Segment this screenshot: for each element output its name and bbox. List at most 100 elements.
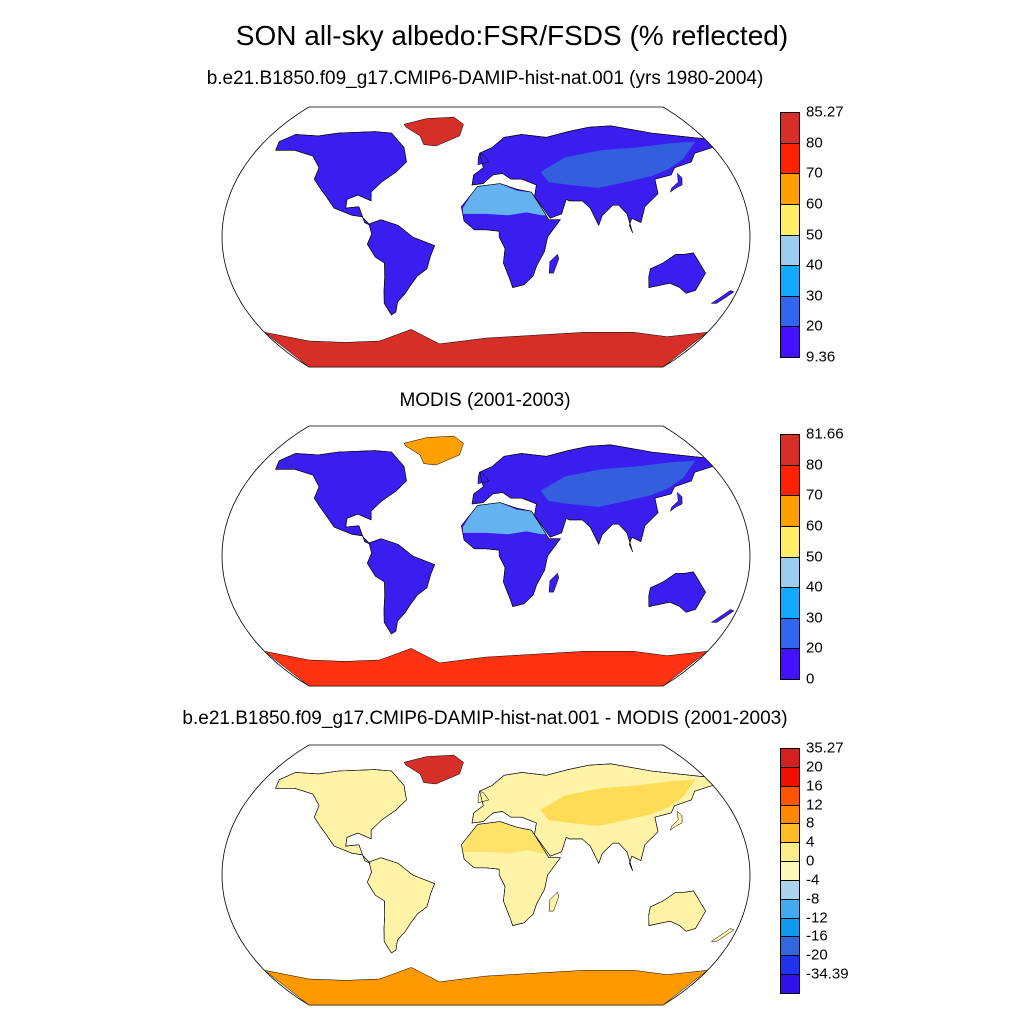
colorbar-tick-label: 0 — [806, 852, 815, 870]
sahara-region — [462, 821, 548, 854]
colorbar-tick-label: 85.27 — [806, 103, 844, 121]
colorbar-cell — [781, 496, 799, 527]
antarctica — [264, 648, 709, 687]
colorbar-tick-label: 50 — [806, 548, 823, 565]
coastline — [461, 183, 561, 288]
colorbar-cell — [781, 618, 799, 650]
colorbar-tick-label: 20 — [806, 758, 823, 776]
coastline — [648, 890, 706, 932]
colorbar-tick-label: -34.39 — [806, 965, 849, 983]
colorbar-tick-label: 16 — [806, 777, 823, 795]
colorbar-cell — [781, 918, 799, 938]
coastline — [275, 450, 407, 545]
panel-3-map — [220, 743, 752, 1007]
colorbar-tick-label: -8 — [806, 890, 820, 908]
colorbar-cell — [781, 465, 799, 497]
coastline — [366, 857, 436, 954]
colorbar-cell — [781, 805, 799, 825]
map-svg — [221, 744, 751, 1006]
colorbar-cell — [781, 327, 799, 358]
colorbar-box — [780, 434, 800, 680]
colorbar-tick-label: 81.66 — [806, 425, 844, 443]
colorbar-cell — [781, 767, 799, 787]
colorbar-cell — [781, 649, 799, 680]
map-svg — [221, 106, 751, 368]
coastline — [275, 769, 407, 864]
colorbar-tick-label: 20 — [806, 639, 823, 657]
northern-asia-region — [540, 460, 696, 507]
colorbar-cell — [781, 557, 799, 589]
british-isles — [477, 790, 490, 804]
coastline — [648, 252, 706, 294]
colorbar-cell — [781, 880, 799, 900]
colorbar-cell — [781, 235, 799, 267]
colorbar-tick-label: -16 — [806, 927, 828, 945]
colorbar-cell — [781, 526, 799, 558]
greenland — [403, 754, 464, 785]
british-isles — [477, 471, 490, 485]
colorbar-tick-label: 70 — [806, 486, 823, 504]
sahara-region — [462, 502, 548, 535]
new-zealand — [710, 928, 735, 942]
colorbar-cell — [781, 899, 799, 919]
madagascar — [548, 253, 560, 274]
colorbar-tick-label: -12 — [806, 909, 828, 927]
colorbar-cell — [781, 862, 799, 881]
coastline — [461, 821, 561, 926]
greenland — [403, 116, 464, 147]
colorbar-tick-label: 30 — [806, 287, 823, 305]
greenland — [403, 435, 464, 466]
colorbar-cell — [781, 956, 799, 976]
japan — [669, 491, 683, 512]
colorbar-tick-label: -20 — [806, 946, 828, 964]
panel-1-map — [220, 105, 752, 369]
colorbar-cell — [781, 435, 799, 466]
colorbar-tick-label: -4 — [806, 871, 820, 889]
colorbar-cell — [781, 786, 799, 806]
coastline — [648, 571, 706, 613]
colorbar-cell — [781, 143, 799, 175]
figure-title: SON all-sky albedo:FSR/FSDS (% reflected… — [235, 20, 789, 51]
colorbar-tick-label: 8 — [806, 814, 815, 832]
antarctica — [264, 329, 709, 368]
colorbar-cell — [781, 113, 799, 144]
coastline — [366, 219, 436, 316]
colorbar-cell — [781, 937, 799, 957]
colorbar-cell — [781, 588, 799, 619]
northern-asia-region — [540, 779, 696, 826]
colorbar-tick-label: 30 — [806, 609, 823, 627]
coastline — [471, 444, 714, 552]
colorbar-tick-label: 40 — [806, 578, 823, 596]
colorbar-cell — [781, 824, 799, 844]
coastline — [471, 125, 714, 233]
colorbar-cell — [781, 266, 799, 297]
panel-2-title: MODIS (2001-2003) — [399, 390, 571, 411]
coastline — [366, 538, 436, 635]
northern-asia-region — [540, 141, 696, 188]
sahara-region — [462, 183, 548, 216]
antarctica — [264, 967, 709, 1006]
colorbar-cell — [781, 843, 799, 863]
colorbar-tick-label: 50 — [806, 226, 823, 243]
british-isles — [477, 152, 490, 166]
colorbar-tick-label: 70 — [806, 164, 823, 182]
colorbar-tick-label: 60 — [806, 517, 823, 535]
colorbar-tick-label: 35.27 — [806, 739, 844, 757]
panel-1-title: b.e21.B1850.f09_g17.CMIP6-DAMIP-hist-nat… — [206, 68, 764, 89]
colorbar-box — [780, 112, 800, 358]
colorbar-tick-label: 9.36 — [806, 348, 836, 366]
colorbar-cell — [781, 975, 799, 994]
map-svg — [221, 425, 751, 687]
colorbar-tick-label: 80 — [806, 456, 823, 474]
japan — [669, 810, 683, 831]
panel-3-title: b.e21.B1850.f09_g17.CMIP6-DAMIP-hist-nat… — [182, 708, 788, 729]
colorbar-tick-label: 0 — [806, 670, 815, 688]
colorbar-cell — [781, 296, 799, 328]
colorbar-tick-label: 80 — [806, 134, 823, 152]
colorbar-cell — [781, 749, 799, 768]
colorbar-box — [780, 748, 800, 994]
japan — [669, 172, 683, 193]
colorbar-cell — [781, 204, 799, 236]
coastline — [471, 763, 714, 871]
colorbar-tick-label: 40 — [806, 256, 823, 274]
